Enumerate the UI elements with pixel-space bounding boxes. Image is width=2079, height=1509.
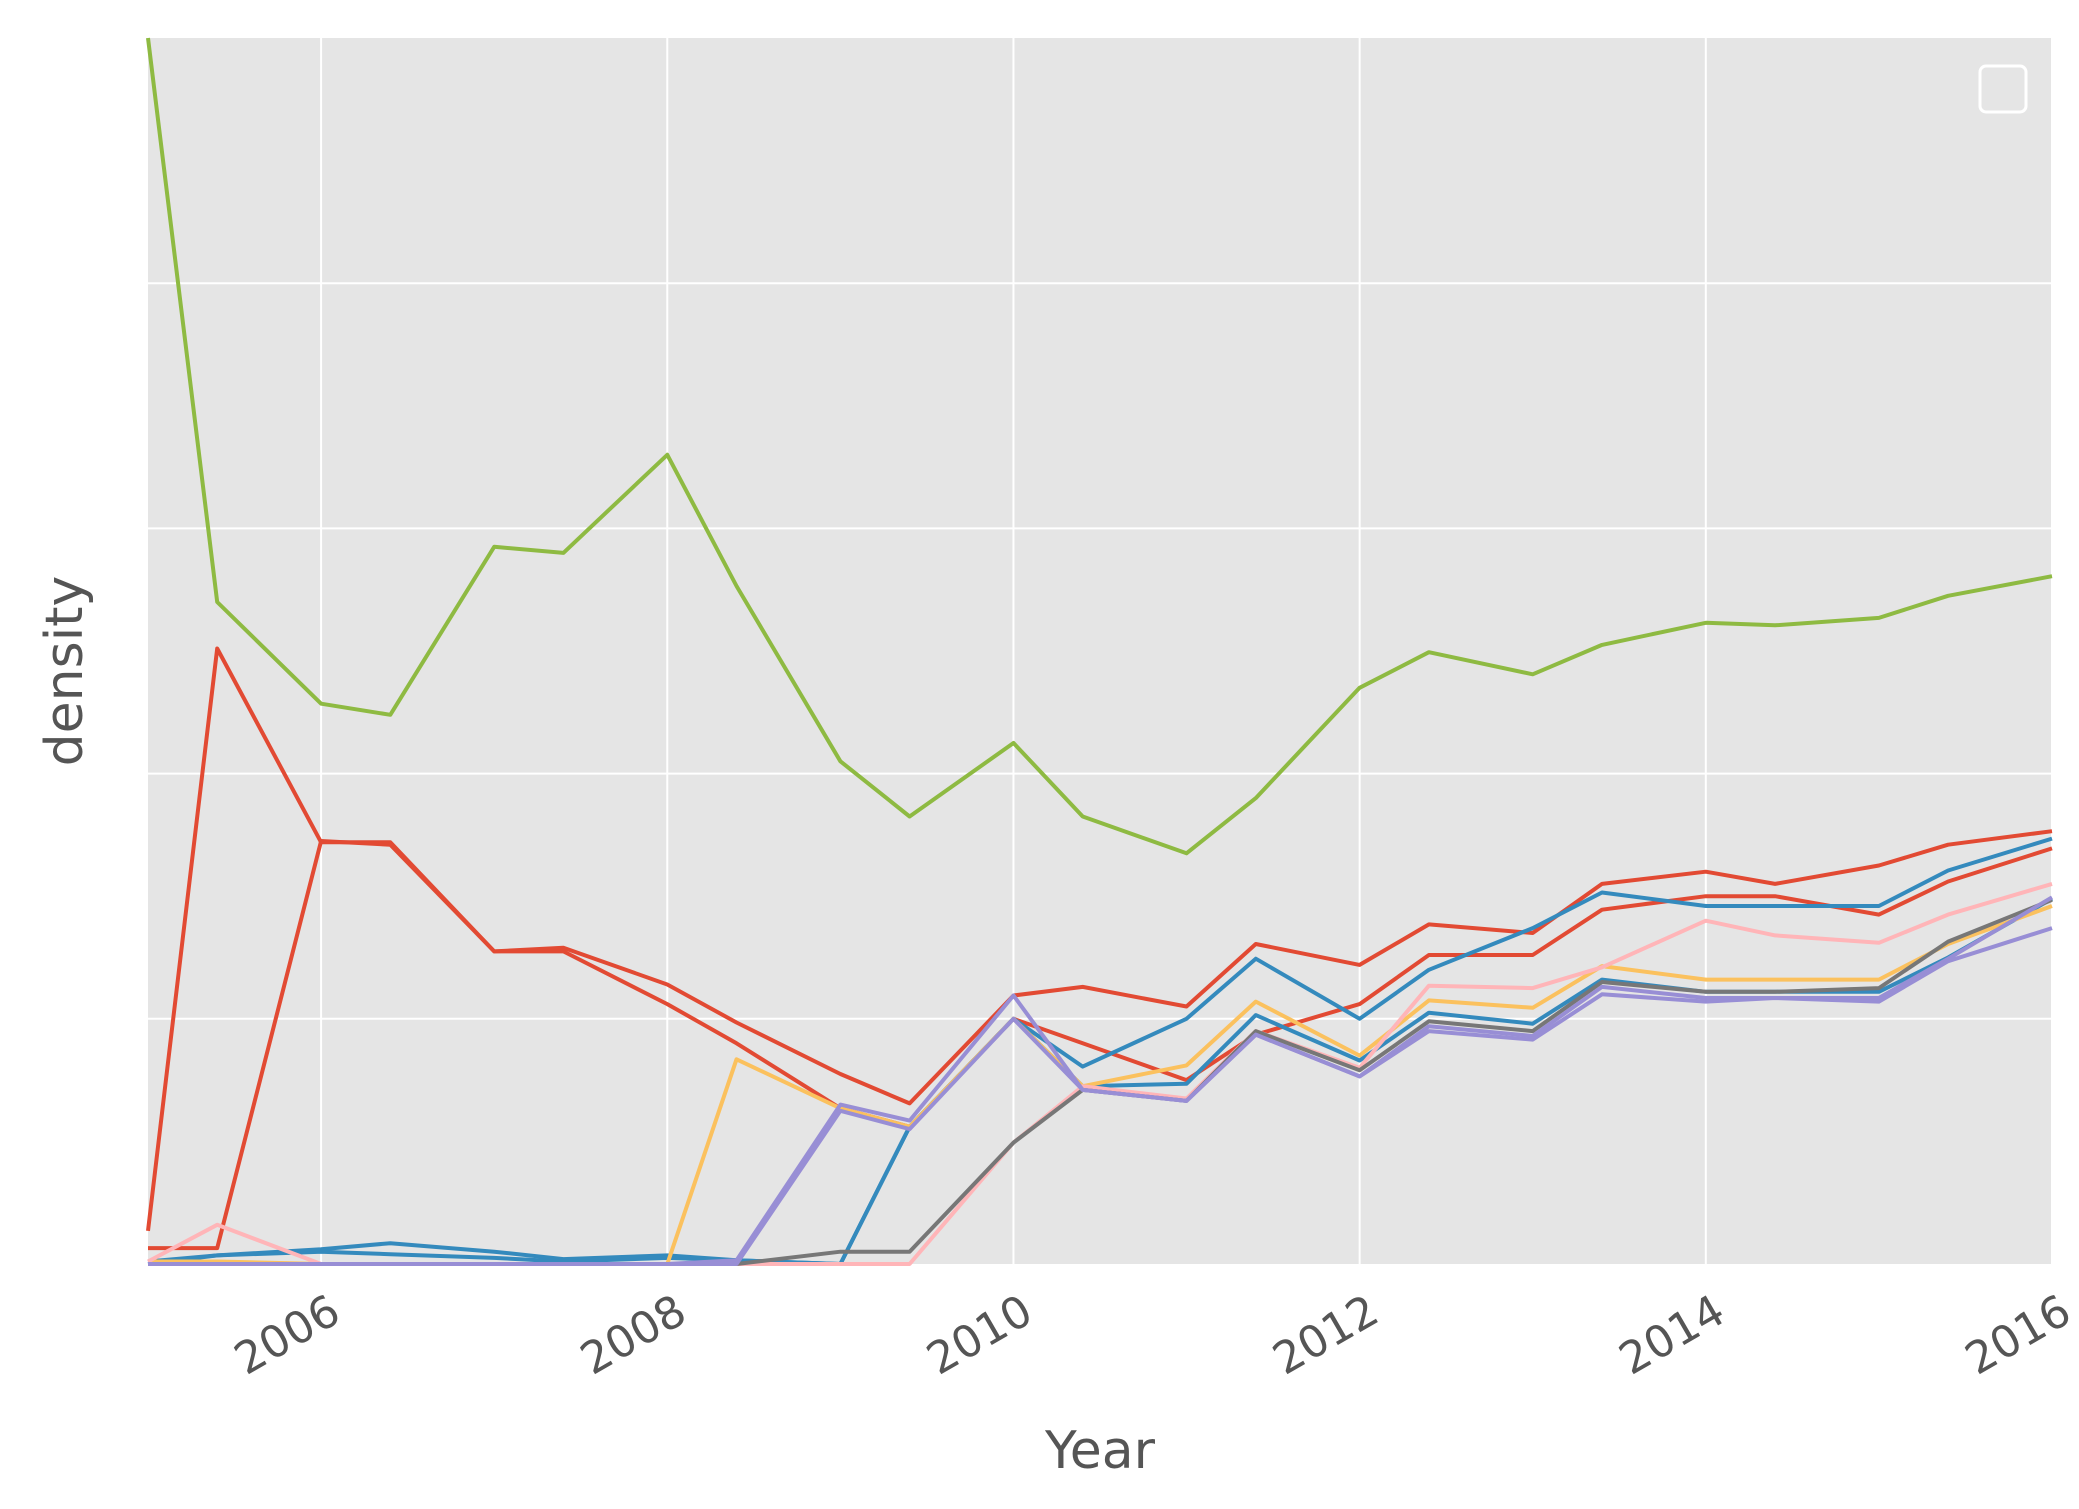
x-tick-label: 2010 xyxy=(918,1285,1040,1385)
x-axis-label: Year xyxy=(1044,1421,1156,1481)
series-lines xyxy=(146,37,2054,1266)
x-tick-label: 2006 xyxy=(226,1285,348,1385)
legend xyxy=(1978,64,2028,114)
series-line-10 xyxy=(148,926,2053,1266)
x-axis-ticks: 2006 2008 2010 2012 2014 2016 xyxy=(226,1285,2079,1385)
x-tick-label: 2012 xyxy=(1265,1285,1387,1385)
x-tick-label: 2016 xyxy=(1957,1285,2079,1385)
plot-background xyxy=(148,38,2052,1264)
grid-lines xyxy=(148,38,2053,1264)
series-line-1 xyxy=(146,37,2053,856)
series-line-3 xyxy=(148,839,2053,1251)
series-line-4 xyxy=(147,836,2053,1266)
y-axis-label: density xyxy=(35,576,95,767)
x-tick-label: 2014 xyxy=(1611,1285,1733,1385)
x-tick-label: 2008 xyxy=(572,1285,694,1385)
